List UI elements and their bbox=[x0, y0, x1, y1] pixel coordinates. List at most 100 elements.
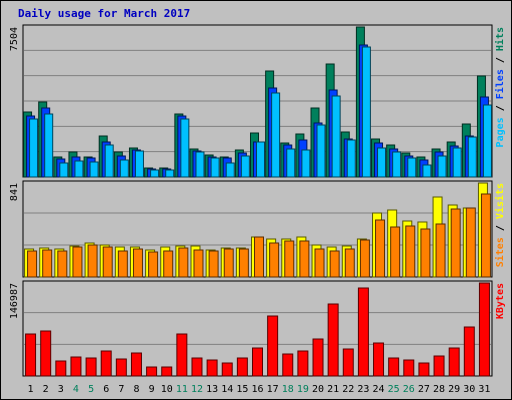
x-tick-label-14: 14 bbox=[221, 384, 233, 395]
bar-pages-day-27 bbox=[422, 164, 432, 178]
bar-pages-day-11 bbox=[180, 118, 190, 178]
bar-sites-day-28 bbox=[435, 223, 446, 278]
bar-sites-day-29 bbox=[450, 208, 461, 278]
x-tick-label-7: 7 bbox=[118, 384, 124, 395]
bar-pages-day-5 bbox=[89, 161, 99, 178]
bar-sites-day-9 bbox=[148, 251, 159, 278]
bar-pages-day-30 bbox=[467, 136, 477, 178]
bar-sites-day-4 bbox=[72, 246, 83, 278]
bar-kbytes-day-23 bbox=[357, 287, 369, 377]
bar-kbytes-day-30 bbox=[463, 326, 475, 377]
legend-entry: / bbox=[495, 51, 506, 69]
x-tick-label-23: 23 bbox=[357, 384, 369, 395]
x-tick-label-31: 31 bbox=[478, 384, 490, 395]
bar-sites-day-7 bbox=[117, 250, 128, 278]
legend-entry: Sites bbox=[494, 237, 506, 267]
bar-pages-day-1 bbox=[29, 118, 39, 178]
x-tick-label-15: 15 bbox=[236, 384, 248, 395]
bar-sites-day-14 bbox=[223, 248, 234, 278]
bar-pages-day-3 bbox=[59, 162, 69, 178]
legend-panel-2: Sites / Visits bbox=[494, 183, 506, 267]
bar-sites-day-15 bbox=[238, 248, 249, 278]
legend-entry: KBytes bbox=[495, 283, 506, 319]
legend-entry: Hits bbox=[494, 27, 506, 51]
bar-pages-day-26 bbox=[407, 157, 417, 178]
bar-sites-day-8 bbox=[132, 248, 143, 278]
x-tick-label-18: 18 bbox=[282, 384, 294, 395]
bar-pages-day-21 bbox=[331, 95, 341, 178]
bar-kbytes-day-28 bbox=[433, 355, 445, 377]
bar-kbytes-day-29 bbox=[448, 347, 460, 377]
bar-kbytes-day-13 bbox=[206, 359, 218, 377]
bar-kbytes-day-24 bbox=[373, 342, 385, 377]
bar-kbytes-day-3 bbox=[55, 360, 67, 377]
bar-kbytes-day-8 bbox=[130, 352, 142, 377]
bar-kbytes-day-21 bbox=[327, 303, 339, 377]
x-tick-label-11: 11 bbox=[176, 384, 188, 395]
bar-sites-day-6 bbox=[102, 246, 113, 278]
x-tick-label-28: 28 bbox=[433, 384, 445, 395]
bar-pages-day-14 bbox=[225, 162, 235, 178]
x-tick-label-27: 27 bbox=[418, 384, 430, 395]
bar-sites-day-17 bbox=[269, 242, 280, 278]
x-tick-label-9: 9 bbox=[149, 384, 155, 395]
bar-pages-day-8 bbox=[134, 150, 144, 178]
bar-kbytes-day-1 bbox=[25, 333, 37, 377]
x-tick-label-2: 2 bbox=[43, 384, 49, 395]
bar-sites-day-3 bbox=[57, 250, 68, 278]
bar-sites-day-24 bbox=[375, 219, 386, 278]
bar-pages-day-28 bbox=[437, 155, 447, 178]
bar-sites-day-10 bbox=[163, 250, 174, 278]
bar-kbytes-day-11 bbox=[176, 333, 188, 377]
bar-pages-day-2 bbox=[44, 113, 54, 178]
bar-sites-day-1 bbox=[27, 250, 38, 278]
x-tick-label-3: 3 bbox=[58, 384, 64, 395]
legend-entry: Pages bbox=[495, 117, 506, 147]
bar-kbytes-day-16 bbox=[252, 347, 263, 377]
bar-sites-day-27 bbox=[420, 228, 431, 278]
bar-pages-day-24 bbox=[377, 147, 387, 178]
legend-panel-3: KBytes bbox=[495, 283, 506, 319]
x-tick-label-5: 5 bbox=[88, 384, 94, 395]
x-tick-label-6: 6 bbox=[103, 384, 109, 395]
bar-sites-day-20 bbox=[314, 248, 325, 278]
bar-kbytes-day-18 bbox=[282, 353, 294, 377]
bar-kbytes-day-19 bbox=[297, 350, 309, 377]
bar-kbytes-day-31 bbox=[478, 282, 490, 377]
bar-pages-day-6 bbox=[104, 144, 114, 178]
bar-pages-day-17 bbox=[271, 92, 281, 178]
bar-pages-day-29 bbox=[452, 147, 462, 178]
bar-sites-day-31 bbox=[480, 193, 491, 278]
bar-kbytes-day-6 bbox=[100, 350, 112, 377]
bar-pages-day-13 bbox=[210, 157, 220, 178]
bar-sites-day-22 bbox=[344, 248, 355, 278]
x-tick-label-24: 24 bbox=[373, 384, 385, 395]
legend-entry: / bbox=[495, 99, 506, 117]
bar-sites-day-21 bbox=[329, 250, 340, 278]
bar-sites-day-26 bbox=[405, 225, 416, 278]
bar-kbytes-day-10 bbox=[161, 366, 173, 377]
x-tick-label-12: 12 bbox=[191, 384, 203, 395]
bar-pages-day-12 bbox=[195, 151, 205, 178]
bar-pages-day-10 bbox=[165, 169, 175, 178]
x-tick-label-25: 25 bbox=[388, 384, 400, 395]
bar-kbytes-day-2 bbox=[40, 330, 52, 377]
bar-pages-day-15 bbox=[240, 155, 250, 178]
bar-kbytes-day-5 bbox=[85, 357, 97, 377]
bar-sites-day-16 bbox=[254, 236, 264, 278]
bar-kbytes-day-25 bbox=[388, 357, 400, 377]
x-tick-label-29: 29 bbox=[448, 384, 460, 395]
x-tick-label-10: 10 bbox=[161, 384, 173, 395]
bar-kbytes-day-7 bbox=[115, 358, 127, 377]
bar-pages-day-22 bbox=[346, 139, 356, 178]
x-tick-label-21: 21 bbox=[327, 384, 339, 395]
bar-kbytes-day-12 bbox=[191, 357, 203, 377]
bar-kbytes-day-20 bbox=[312, 338, 324, 377]
legend-entry: Files bbox=[494, 69, 506, 99]
x-tick-label-8: 8 bbox=[133, 384, 139, 395]
bar-kbytes-day-9 bbox=[146, 366, 158, 377]
bar-sites-day-2 bbox=[42, 249, 53, 278]
bar-kbytes-day-26 bbox=[403, 359, 415, 377]
bar-sites-day-19 bbox=[299, 240, 310, 278]
bar-pages-day-7 bbox=[119, 159, 129, 178]
